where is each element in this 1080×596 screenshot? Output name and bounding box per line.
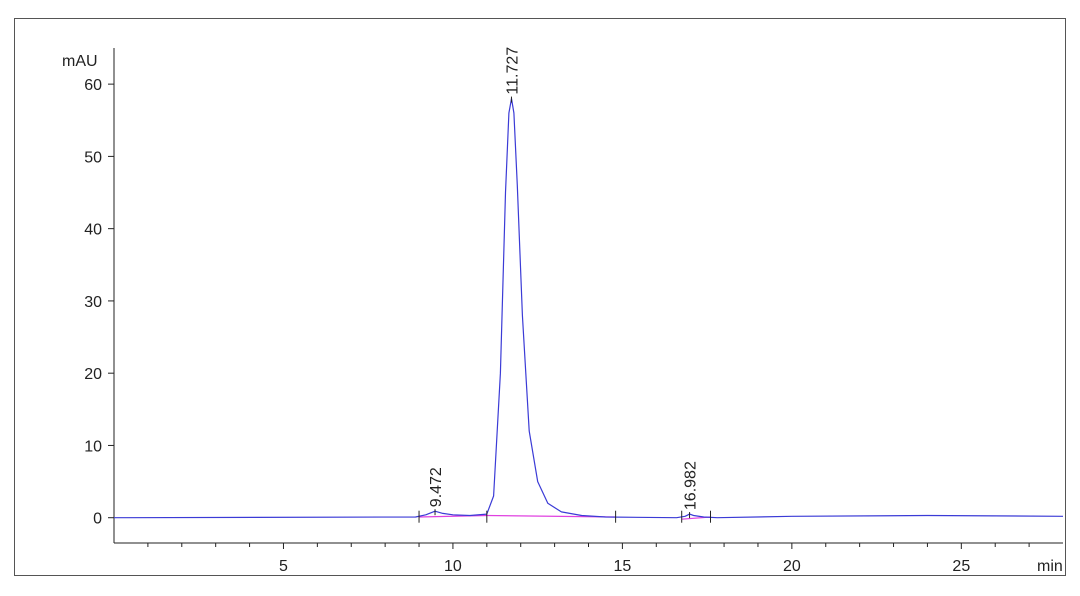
integration-baseline	[418, 514, 487, 518]
y-tick-label: 10	[84, 438, 102, 455]
peak-label: 9.472	[428, 467, 445, 507]
x-tick-label: 25	[952, 558, 970, 575]
y-tick-label: 60	[84, 77, 102, 94]
y-tick-label: 50	[84, 149, 102, 166]
peak-label: 16.982	[683, 461, 700, 510]
x-tick-label: 5	[279, 558, 288, 575]
signal-trace	[113, 97, 1064, 519]
x-tick-label: 15	[613, 558, 631, 575]
x-tick-label: 10	[444, 558, 462, 575]
x-tick-label: 20	[783, 558, 801, 575]
x-unit-label: min	[1037, 558, 1063, 575]
y-unit-label: mAU	[62, 53, 98, 70]
peak-label: 11.727	[504, 47, 521, 95]
y-tick-label: 30	[84, 294, 102, 311]
y-tick-label: 20	[84, 366, 102, 383]
outer-frame	[14, 18, 1066, 576]
y-tick-label: 0	[93, 511, 102, 528]
y-tick-label: 40	[84, 222, 102, 239]
